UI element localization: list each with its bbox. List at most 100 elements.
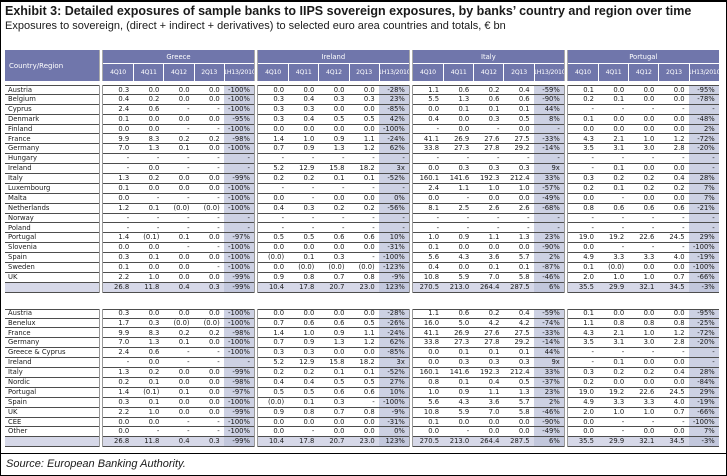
value-cell: 0.0 xyxy=(133,85,164,95)
value-cell: 0.0 xyxy=(658,194,689,204)
panel-separator xyxy=(253,243,258,254)
source-note: Source: European Banking Authority. xyxy=(1,453,726,475)
value-cell: 0.0 xyxy=(318,243,349,254)
value-cell: 0.1 xyxy=(288,253,319,264)
value-cell: 0.2 xyxy=(257,174,289,184)
panel-separator xyxy=(99,174,103,184)
row-label: Poland xyxy=(5,223,99,234)
value-cell: 0.4 xyxy=(412,263,444,273)
pct-cell: -98% xyxy=(223,377,254,388)
value-cell: 0.0 xyxy=(163,184,194,194)
value-cell: 0.0 xyxy=(288,243,319,254)
value-cell: 0.1 xyxy=(412,418,444,428)
value-cell: 5.7 xyxy=(503,253,534,264)
pct-cell: -46% xyxy=(533,272,564,283)
value-cell: 10.4 xyxy=(257,282,289,293)
pct-cell: 29% xyxy=(688,387,719,398)
table-row: UK 2.2 1.0 0.0 0.0 -99% 0.9 0.8 0.7 0.8 -9% 10.8 5.9… xyxy=(5,407,726,418)
pct-cell: -100% xyxy=(378,253,409,264)
value-cell: 0.2 xyxy=(133,95,164,105)
value-cell: - xyxy=(133,214,164,224)
pct-cell: 3x xyxy=(378,164,409,175)
value-cell: 1.2 xyxy=(348,144,379,155)
value-cell: 160.1 xyxy=(412,174,444,184)
value-cell: 0.0 xyxy=(318,125,349,135)
value-cell: 0.0 xyxy=(257,194,289,204)
pct-cell: 33% xyxy=(533,368,564,378)
value-cell: 0.4 xyxy=(257,204,289,214)
value-cell: 0.0 xyxy=(318,427,349,438)
panel-separator xyxy=(563,213,568,224)
panel-separator xyxy=(408,368,413,378)
pct-cell: -52% xyxy=(378,174,409,184)
value-cell: - xyxy=(473,154,504,165)
table-row: CEE 0.0 0.0- - -100% 0.0 0.0 0.0 0.0 -31% 0.1 0.0 0.… xyxy=(5,417,726,428)
value-cell: - xyxy=(628,154,659,165)
value-cell: - xyxy=(348,398,379,408)
row-label: Portugal xyxy=(5,233,99,244)
value-cell: (0.0) xyxy=(163,319,194,329)
value-cell: 0.3 xyxy=(318,253,349,264)
value-cell: 0.3 xyxy=(103,253,134,264)
value-cell: 8.1 xyxy=(412,204,444,214)
value-cell: - xyxy=(567,214,598,224)
row-label: Denmark xyxy=(5,115,99,125)
pct-cell: -21% xyxy=(688,203,719,214)
value-cell: 16.0 xyxy=(412,319,444,329)
value-cell: 0.2 xyxy=(598,368,629,378)
value-cell: 0.2 xyxy=(257,368,289,378)
panel-separator xyxy=(253,253,258,264)
value-cell: 0.8 xyxy=(288,408,319,418)
panel-separator xyxy=(99,318,103,329)
period-header: 1H13/2010 xyxy=(533,64,564,81)
value-cell: 0.0 xyxy=(318,348,349,359)
panel-separator xyxy=(253,377,258,388)
panel-separator xyxy=(408,397,413,408)
pct-cell: -100% xyxy=(378,124,409,135)
value-cell: 22.6 xyxy=(628,388,659,398)
panel-separator xyxy=(408,144,413,155)
group-header-ireland: Ireland xyxy=(257,50,409,64)
pct-cell: -28% xyxy=(378,85,409,95)
period-header: 4Q11 xyxy=(443,64,474,81)
row-label: Italy xyxy=(5,174,99,184)
table-row: Malta 0.0- - - -100% 0.0-0.0 0.0 0% 0.0-0.0 0.0 -4… xyxy=(5,193,726,204)
panel-separator xyxy=(563,253,568,264)
value-cell: 0.1 xyxy=(567,263,598,273)
pct-cell: -97% xyxy=(223,233,254,244)
panel-separator xyxy=(253,114,258,125)
value-cell: 0.0 xyxy=(658,308,689,319)
value-cell: 0.0 xyxy=(193,388,224,398)
panel-separator xyxy=(253,368,258,378)
panel-separator xyxy=(99,368,103,378)
value-cell: 0.1 xyxy=(163,388,194,398)
value-cell: 0.4 xyxy=(473,378,504,388)
period-header: 4Q10 xyxy=(257,64,289,81)
value-cell: 0.8 xyxy=(288,273,319,283)
value-cell: 0.0 xyxy=(193,174,224,184)
panel-separator xyxy=(99,328,103,339)
value-cell: 0.1 xyxy=(443,378,474,388)
period-header: 4Q10 xyxy=(567,64,598,81)
value-cell: 4.9 xyxy=(567,253,598,264)
value-cell: 1.0 xyxy=(598,273,629,283)
value-cell: 213.0 xyxy=(443,282,474,293)
row-label: Finland xyxy=(5,125,99,135)
value-cell: 0.6 xyxy=(133,348,164,359)
value-cell: 0.3 xyxy=(288,204,319,214)
value-cell: 0.0 xyxy=(503,125,534,135)
value-cell: - xyxy=(257,214,289,224)
panel-separator xyxy=(99,203,103,214)
value-cell: 0.0 xyxy=(193,408,224,418)
value-cell: 0.1 xyxy=(103,115,134,125)
pct-cell: -90% xyxy=(533,417,564,428)
panel-separator xyxy=(408,50,413,81)
value-cell: 8.3 xyxy=(133,134,164,145)
value-cell: 18.2 xyxy=(348,358,379,369)
value-cell: 0.0 xyxy=(658,115,689,125)
value-cell: 1.1 xyxy=(348,328,379,339)
value-cell: 0.3 xyxy=(257,115,289,125)
row-label: Other xyxy=(5,427,99,438)
value-cell: 1.4 xyxy=(103,388,134,398)
value-cell: 0.0 xyxy=(658,164,689,175)
